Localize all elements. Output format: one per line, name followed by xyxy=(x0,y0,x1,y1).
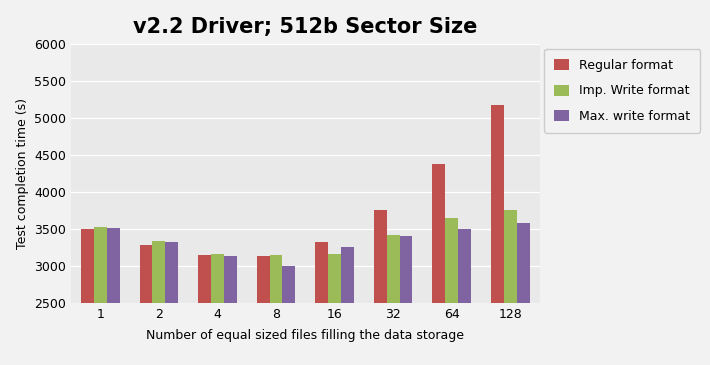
Bar xyxy=(387,235,400,365)
Bar xyxy=(517,223,530,365)
Bar xyxy=(328,254,341,365)
X-axis label: Number of equal sized files filling the data storage: Number of equal sized files filling the … xyxy=(146,329,464,342)
Bar xyxy=(224,256,236,365)
Bar xyxy=(374,210,387,365)
Bar xyxy=(140,245,153,365)
Bar xyxy=(432,164,445,365)
Bar xyxy=(504,210,517,365)
Bar xyxy=(211,254,224,365)
Bar xyxy=(81,229,94,365)
Bar xyxy=(445,218,458,365)
Bar xyxy=(283,266,295,365)
Y-axis label: Test completion time (s): Test completion time (s) xyxy=(16,98,28,249)
Bar xyxy=(94,227,106,365)
Bar xyxy=(341,247,354,365)
Bar xyxy=(315,242,328,365)
Bar xyxy=(491,104,504,365)
Title: v2.2 Driver; 512b Sector Size: v2.2 Driver; 512b Sector Size xyxy=(133,17,478,37)
Bar xyxy=(458,229,471,365)
Bar xyxy=(198,255,211,365)
Bar xyxy=(400,235,413,365)
Bar xyxy=(270,255,283,365)
Bar xyxy=(165,242,178,365)
Bar xyxy=(106,228,119,365)
Legend: Regular format, Imp. Write format, Max. write format: Regular format, Imp. Write format, Max. … xyxy=(545,49,700,133)
Bar xyxy=(153,241,165,365)
Bar xyxy=(257,255,270,365)
